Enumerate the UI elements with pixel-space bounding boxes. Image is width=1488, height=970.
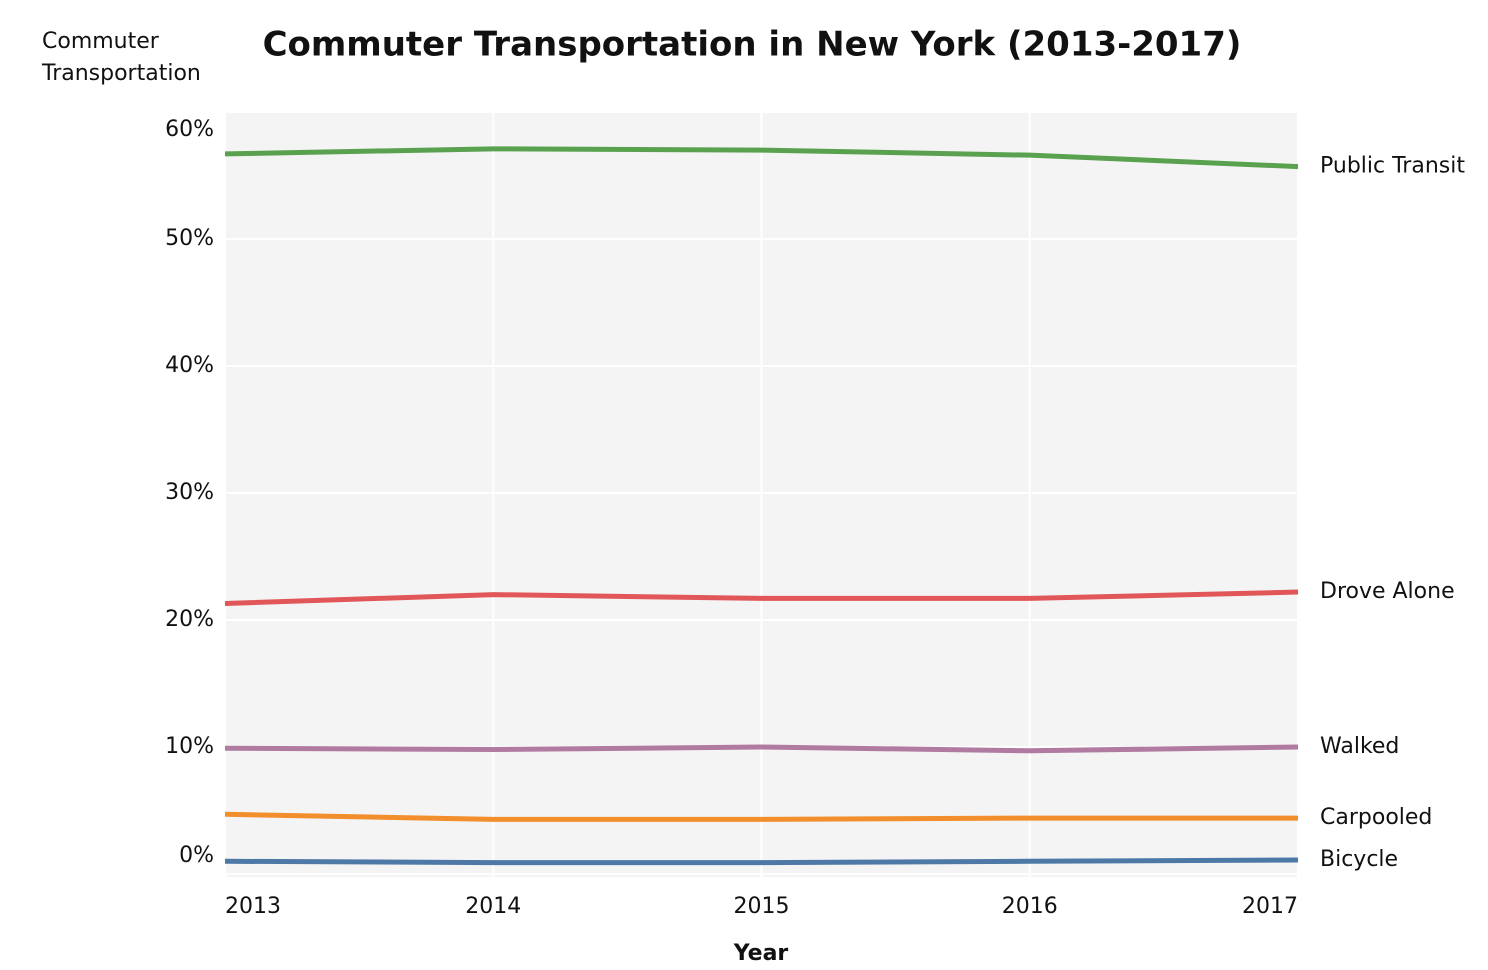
series-label: Bicycle bbox=[1320, 847, 1398, 872]
x-tick-label: 2015 bbox=[734, 894, 790, 919]
series-line bbox=[224, 857, 1299, 866]
series-label: Walked bbox=[1320, 734, 1399, 759]
y-tick-label: 40% bbox=[165, 353, 214, 378]
y-tick-label: 10% bbox=[165, 734, 214, 759]
series-line bbox=[224, 146, 1299, 170]
series-line bbox=[224, 744, 1299, 754]
series-line bbox=[224, 811, 1298, 822]
x-tick-label: 2016 bbox=[1002, 894, 1058, 919]
y-tick-label: 0% bbox=[179, 843, 214, 868]
y-tick-label: 50% bbox=[165, 226, 214, 251]
y-axis-title: Commuter Transportation bbox=[42, 29, 201, 86]
series-line bbox=[224, 589, 1299, 606]
series-label: Public Transit bbox=[1320, 154, 1465, 179]
series-label: Carpooled bbox=[1320, 805, 1432, 830]
x-axis-title: Year bbox=[733, 941, 789, 966]
x-tick-label: 2014 bbox=[465, 894, 521, 919]
y-tick-label: 30% bbox=[165, 480, 214, 505]
series-label: Drove Alone bbox=[1320, 579, 1455, 604]
x-tick-label: 2017 bbox=[1242, 894, 1298, 919]
y-tick-label: 60% bbox=[165, 117, 214, 142]
y-tick-label: 20% bbox=[165, 607, 214, 632]
chart-title: Commuter Transportation in New York (201… bbox=[263, 25, 1242, 65]
x-tick-label: 2013 bbox=[225, 894, 281, 919]
